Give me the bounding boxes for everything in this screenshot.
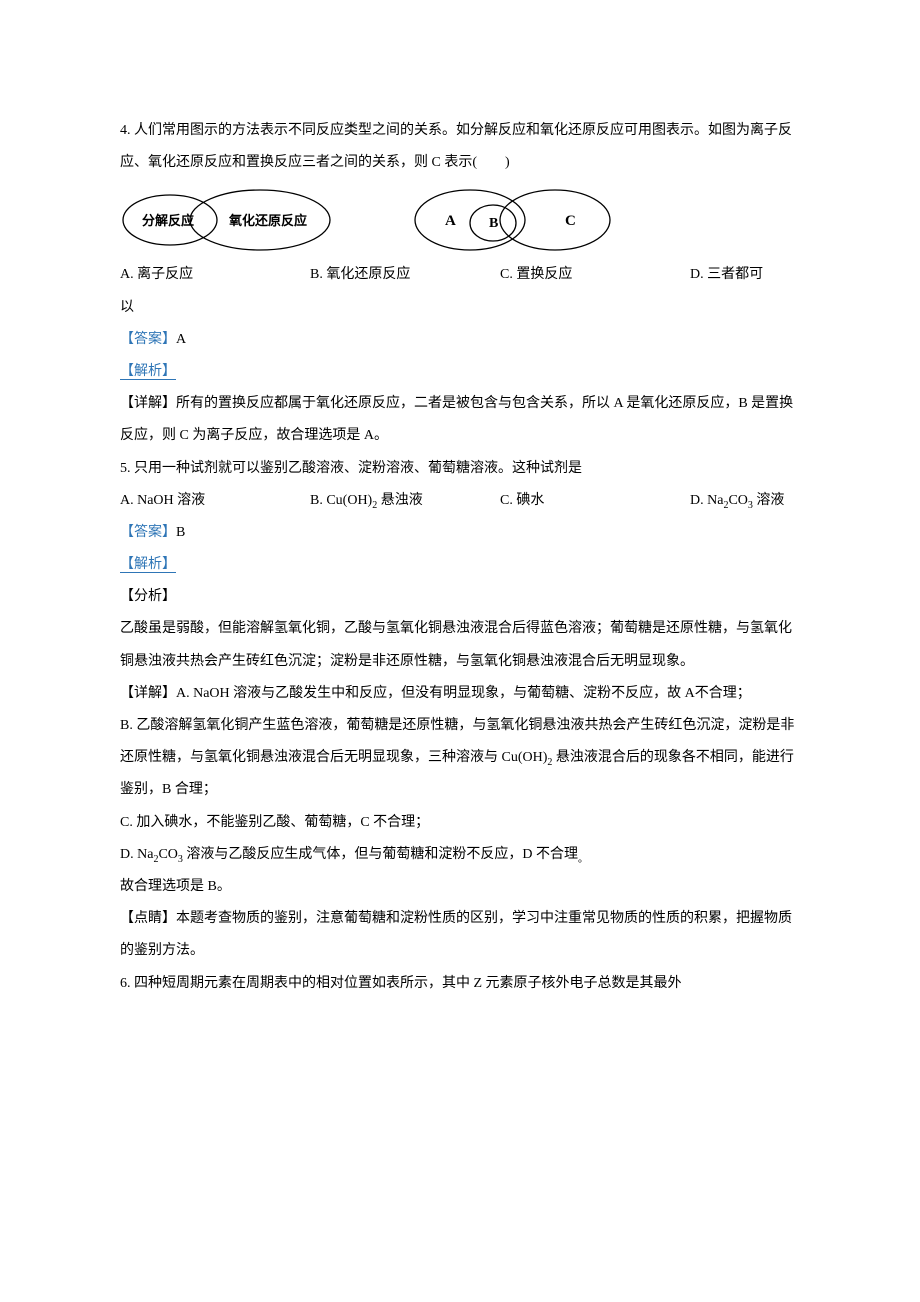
q4-diagram-row: 分解反应 氧化还原反应 A B C	[120, 185, 800, 255]
q5-fenxi-body: 乙酸虽是弱酸，但能溶解氢氧化铜，乙酸与氢氧化铜悬浊液混合后得蓝色溶液；葡萄糖是还…	[120, 613, 800, 677]
q4-diagram-left: 分解反应 氧化还原反应	[120, 185, 335, 255]
diagram-right-c: C	[565, 213, 576, 229]
diagram-right-a: A	[445, 213, 456, 229]
q5-opt-c: C. 碘水	[500, 485, 690, 517]
q5-xiangjie-a: 【详解】A. NaOH 溶液与乙酸发生中和反应，但没有明显现象，与葡萄糖、淀粉不…	[120, 678, 800, 710]
answer-label: 【答案】	[120, 332, 176, 347]
q4-jiexi-label: 【解析】	[120, 356, 800, 388]
q5-xj-d-mid: CO	[158, 847, 177, 862]
jiexi-label: 【解析】	[120, 364, 176, 380]
q6-stem: 6. 四种短周期元素在周期表中的相对位置如表所示，其中 Z 元素原子核外电子总数…	[120, 968, 800, 1000]
q5-xiangjie-b: B. 乙酸溶解氢氧化铜产生蓝色溶液，葡萄糖是还原性糖，与氢氧化铜悬浊液共热会产生…	[120, 710, 800, 807]
jiexi-label: 【解析】	[120, 557, 176, 573]
q4-opt-c: C. 置换反应	[500, 259, 690, 291]
q5-xj-d-pre: D. Na	[120, 847, 153, 862]
q5-answer-value: B	[176, 525, 185, 540]
q5-answer: 【答案】B	[120, 517, 800, 549]
q4-options: A. 离子反应 B. 氧化还原反应 C. 置换反应 D. 三者都可	[120, 259, 800, 291]
q4-stem: 4. 人们常用图示的方法表示不同反应类型之间的关系。如分解反应和氧化还原反应可用…	[120, 115, 800, 179]
q5-opt-d-mid: CO	[728, 493, 747, 508]
q5-opt-a: A. NaOH 溶液	[120, 485, 310, 517]
q4-opt-d-prefix: D. 三者都可	[690, 259, 800, 291]
q5-jiexi-label: 【解析】	[120, 549, 800, 581]
q5-xj-d-dot: 。	[578, 854, 588, 865]
q4-opt-b: B. 氧化还原反应	[310, 259, 500, 291]
diagram-left-label2: 氧化还原反应	[228, 213, 307, 228]
q5-opt-d: D. Na2CO3 溶液	[690, 485, 800, 517]
q4-diagram-right: A B C	[405, 185, 620, 255]
diagram-right-b: B	[489, 216, 498, 231]
q5-opt-d-post: 溶液	[753, 493, 785, 508]
q4-xiangjie: 【详解】所有的置换反应都属于氧化还原反应，二者是被包含与包含关系，所以 A 是氧…	[120, 388, 800, 452]
q4-answer-value: A	[176, 332, 186, 347]
q5-xiangjie-d: D. Na2CO3 溶液与乙酸反应生成气体，但与葡萄糖和淀粉不反应，D 不合理。	[120, 839, 800, 871]
q5-xiangjie-c: C. 加入碘水，不能鉴别乙酸、葡萄糖，C 不合理；	[120, 807, 800, 839]
q5-dianjing: 【点睛】本题考查物质的鉴别，注意葡萄糖和淀粉性质的区别，学习中注重常见物质的性质…	[120, 903, 800, 967]
q5-stem: 5. 只用一种试剂就可以鉴别乙酸溶液、淀粉溶液、葡萄糖溶液。这种试剂是	[120, 453, 800, 485]
q5-fenxi-label: 【分析】	[120, 581, 800, 613]
q4-opt-d-suffix: 以	[120, 292, 800, 324]
q5-opt-b: B. Cu(OH)2 悬浊液	[310, 485, 500, 517]
q5-opt-b-post: 悬浊液	[377, 493, 423, 508]
q4-answer: 【答案】A	[120, 324, 800, 356]
q4-opt-a: A. 离子反应	[120, 259, 310, 291]
page-content: 4. 人们常用图示的方法表示不同反应类型之间的关系。如分解反应和氧化还原反应可用…	[0, 0, 920, 1060]
q5-conclusion: 故合理选项是 B。	[120, 871, 800, 903]
q5-options: A. NaOH 溶液 B. Cu(OH)2 悬浊液 C. 碘水 D. Na2CO…	[120, 485, 800, 517]
q5-opt-d-pre: D. Na	[690, 493, 723, 508]
q5-opt-b-pre: B. Cu(OH)	[310, 493, 372, 508]
q5-xj-d-post: 溶液与乙酸反应生成气体，但与葡萄糖和淀粉不反应，D 不合理	[183, 847, 578, 862]
diagram-left-label1: 分解反应	[142, 213, 194, 228]
answer-label: 【答案】	[120, 525, 176, 540]
